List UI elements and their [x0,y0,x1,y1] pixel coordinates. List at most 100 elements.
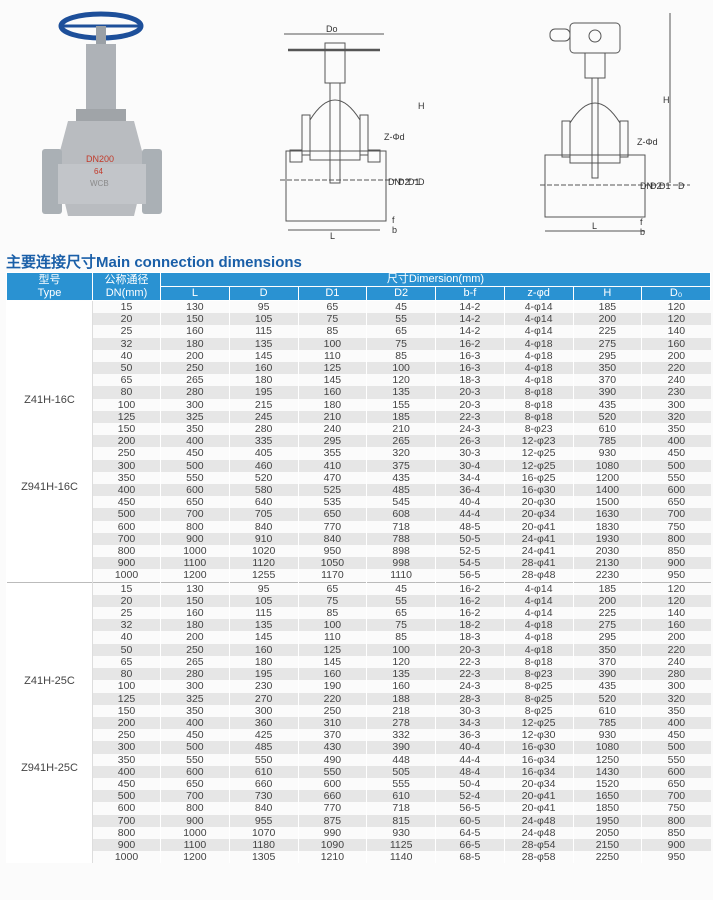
table-cell: 640 [228,496,298,509]
table-cell: 25 [92,607,161,620]
table-cell: 840 [228,802,298,815]
table-cell: 4-φ14 [503,594,573,608]
table-cell: 8-φ25 [503,680,573,693]
table-cell: 610 [366,790,436,803]
table-cell: 135 [366,386,436,399]
table-cell: 1650 [572,790,642,803]
label-do: Do [326,25,338,34]
table-cell: 200 [160,631,230,644]
table-cell: 1430 [572,765,642,778]
table-cell: 300 [160,398,230,411]
table-cell: 64-5 [435,826,505,839]
table-cell: 20-φ34 [503,777,573,791]
table-cell: 1250 [572,753,642,766]
table-cell: 16-2 [435,337,505,350]
table-cell: 65 [92,374,161,387]
table-cell: 68-5 [435,851,505,864]
label-d2: D2 [650,181,662,191]
table-cell: 350 [160,704,230,717]
table-cell: 250 [297,704,367,717]
table-row: 25 160 115 85 65 16-2 4-φ14 225 140 [7,607,711,620]
table-row: 50 250 160 125 100 16-3 4-φ18 350 220 [7,362,711,375]
table-cell: 250 [160,362,230,375]
table-cell: 350 [641,423,711,436]
table-cell: 16-φ34 [503,765,573,778]
table-row: 800 1000 1070 990 930 64-5 24-φ48 2050 850 [7,826,711,839]
table-cell: 500 [92,508,161,521]
table-cell: 20-φ34 [503,508,573,521]
table-cell: 1100 [160,557,230,570]
table-cell: 650 [160,496,230,509]
table-cell: 300 [160,680,230,693]
table-cell: 100 [297,619,367,632]
table-cell: 145 [228,349,298,363]
table-row: 450 650 660 600 555 50-4 20-φ34 1520 650 [7,777,711,791]
table-cell: 390 [572,668,642,681]
table-cell: 450 [160,447,230,460]
table-cell: 105 [228,313,298,326]
table-cell: 4-φ14 [503,607,573,620]
table-cell: 520 [572,410,642,424]
table-cell: 550 [228,753,298,766]
table-cell: 250 [160,643,230,656]
table-cell: 1255 [228,569,298,583]
table-row: 1000 1200 1255 1170 1110 56-5 28-φ48 2230 950 [7,569,711,583]
table-cell: 320 [366,447,436,460]
table-cell: 265 [160,374,230,387]
table-cell: 12-φ25 [503,716,573,730]
table-cell: 998 [366,557,436,570]
table-cell: 265 [160,655,230,669]
table-cell: 8-φ25 [503,692,573,705]
table-cell: 425 [228,729,298,742]
table-cell: 40-4 [435,741,505,754]
table-cell: 12-φ25 [503,459,573,472]
table-cell: 700 [92,814,161,827]
table-cell: 185 [366,410,436,424]
table-cell: 225 [572,607,642,620]
table-cell: 1630 [572,508,642,521]
table-cell: 500 [92,790,161,803]
table-cell: 730 [228,790,298,803]
table-cell: 360 [228,716,298,730]
table-cell: 788 [366,532,436,546]
table-cell: 34-4 [435,471,505,485]
table-row: 600 800 840 770 718 48-5 20-φ41 1830 750 [7,520,711,533]
table-cell: 600 [160,765,230,778]
table-cell: 125 [92,410,161,424]
table-cell: 1080 [572,459,642,472]
table-cell: 390 [572,386,642,399]
table-cell: 24-3 [435,423,505,436]
table-cell: 180 [160,619,230,632]
label-zd: Z-Φd [384,132,405,142]
table-cell: 310 [297,716,367,730]
table-cell: 54-5 [435,557,505,570]
table-cell: 16-2 [435,594,505,608]
table-cell: 705 [228,508,298,521]
table-cell: 1100 [160,838,230,852]
table-cell: 140 [641,325,711,338]
table-cell: 110 [297,631,367,644]
table-cell: 150 [160,594,230,608]
table-cell: 295 [572,631,642,644]
table-cell: 900 [92,838,161,852]
table-cell: 1200 [160,569,230,583]
table-cell: 48-5 [435,520,505,533]
table-cell: 1850 [572,802,642,815]
label-b: b [392,225,397,235]
table-cell: 8-φ25 [503,704,573,717]
table-cell: 24-φ41 [503,532,573,546]
table-cell: 600 [297,777,367,791]
table-cell: 44-4 [435,753,505,766]
table-cell: 785 [572,716,642,730]
svg-text:WCB: WCB [90,179,109,188]
table-cell: 28-φ41 [503,557,573,570]
table-row: 40 200 145 110 85 18-3 4-φ18 295 200 [7,631,711,644]
table-cell: 150 [92,704,161,717]
table-cell: 400 [92,765,161,778]
table-cell: 600 [641,765,711,778]
table-cell: 18-2 [435,619,505,632]
table-cell: 36-3 [435,729,505,742]
table-cell: 485 [228,741,298,754]
table-cell: 770 [297,520,367,533]
table-cell: 840 [297,532,367,546]
